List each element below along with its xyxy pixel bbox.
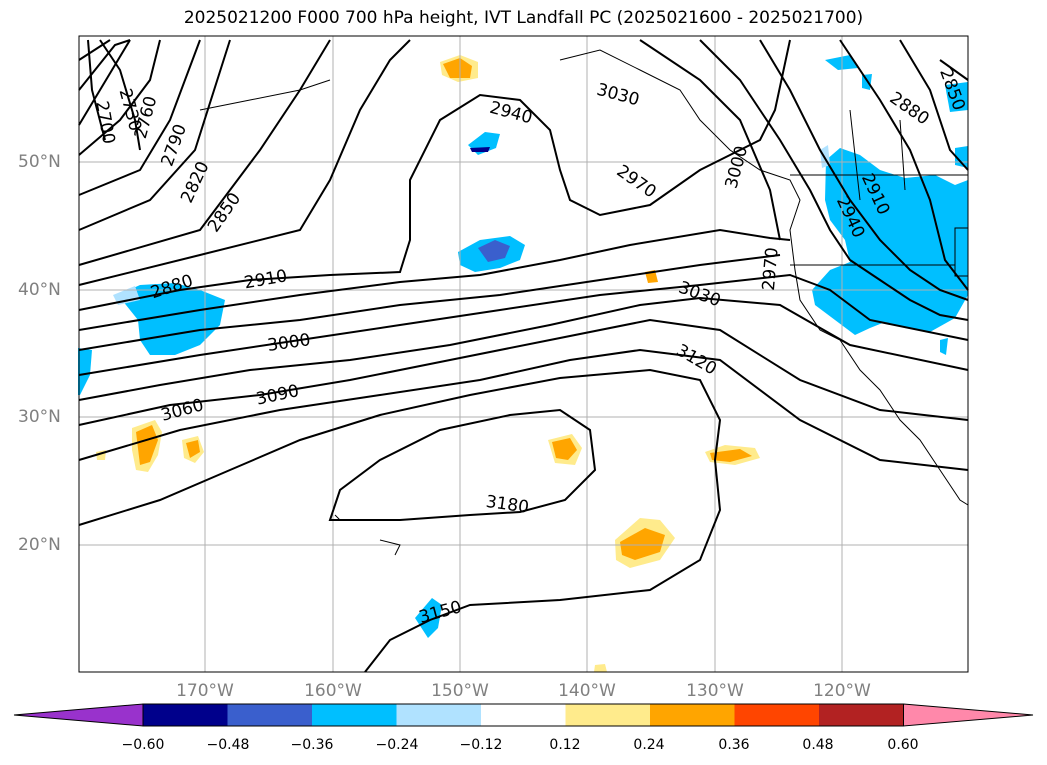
contour-label: 2940 — [487, 98, 534, 129]
lon-label-120w: 120°W — [813, 681, 871, 701]
contour-label: 3030 — [594, 80, 641, 111]
contour-label: 3000 — [266, 330, 312, 356]
colorbar-cell — [650, 704, 735, 726]
lat-label-30n: 30°N — [18, 407, 61, 427]
contour-label: 2850 — [204, 189, 245, 236]
colorbar-cell — [734, 704, 819, 726]
contour-label: 2700 — [91, 100, 118, 146]
contour-label-group: 2700 2730 2760 2790 2820 2850 2880 2910 … — [91, 66, 968, 628]
lat-label-20n: 20°N — [18, 535, 61, 555]
shade-neg-5 — [415, 598, 442, 638]
map-frame — [78, 35, 969, 673]
colorbar-tick: 0.12 — [549, 737, 581, 753]
colorbar-cell — [227, 704, 312, 726]
lon-label-130w: 130°W — [686, 681, 744, 701]
lon-label-150w: 150°W — [431, 681, 489, 701]
colorbar-cell — [143, 704, 228, 726]
contour-label: 3060 — [159, 395, 206, 426]
colorbar-cell — [396, 704, 481, 726]
colorbar-tick: −0.48 — [206, 737, 250, 753]
contour-label: 2820 — [177, 159, 213, 207]
colorbar-tick: −0.36 — [290, 737, 334, 753]
colorbar-tick: −0.12 — [459, 737, 503, 753]
shade-neg-1 — [118, 283, 225, 355]
shaded-regions — [78, 55, 968, 672]
colorbar-frame — [142, 703, 904, 727]
colorbar-cell — [312, 704, 397, 726]
coastlines — [199, 49, 969, 556]
height-contours — [78, 39, 969, 673]
contour-label: 3120 — [673, 341, 720, 380]
colorbar-cell — [819, 704, 904, 726]
colorbar-cells — [13, 703, 1034, 727]
contour-label: 2880 — [886, 88, 933, 129]
lat-label-50n: 50°N — [18, 152, 61, 172]
colorbar-tick: 0.60 — [887, 737, 919, 753]
colorbar-cell — [481, 704, 566, 726]
colorbar-cell — [565, 704, 650, 726]
colorbar-tick: 0.48 — [802, 737, 834, 753]
colorbar-extend-low — [13, 703, 144, 727]
contour-label: 3090 — [254, 381, 300, 410]
map-panel: 2700 2730 2760 2790 2820 2850 2880 2910 … — [78, 35, 969, 673]
shade-neg-7 — [945, 82, 968, 112]
lon-label-160w: 160°W — [304, 681, 362, 701]
contour-label: 2970 — [613, 161, 660, 202]
colorbar-extend-high — [903, 703, 1034, 727]
colorbar-tick: −0.60 — [121, 737, 165, 753]
gridlines — [79, 36, 968, 672]
shade-neg-2 — [78, 348, 92, 395]
contour-label: 2970 — [759, 247, 783, 292]
map-title: 2025021200 F000 700 hPa height, IVT Land… — [183, 8, 864, 28]
contour-label: 3150 — [417, 597, 464, 628]
shade-neg-8 — [812, 148, 968, 335]
contour-label: 2910 — [243, 266, 289, 293]
colorbar-tick: 0.36 — [718, 737, 750, 753]
lon-label-140w: 140°W — [558, 681, 616, 701]
contour-label: 3000 — [722, 144, 753, 191]
lat-label-40n: 40°N — [18, 280, 61, 300]
lon-label-170w: 170°W — [176, 681, 234, 701]
colorbar — [13, 703, 1034, 727]
colorbar-tick: 0.24 — [633, 737, 665, 753]
colorbar-tick: −0.24 — [375, 737, 419, 753]
